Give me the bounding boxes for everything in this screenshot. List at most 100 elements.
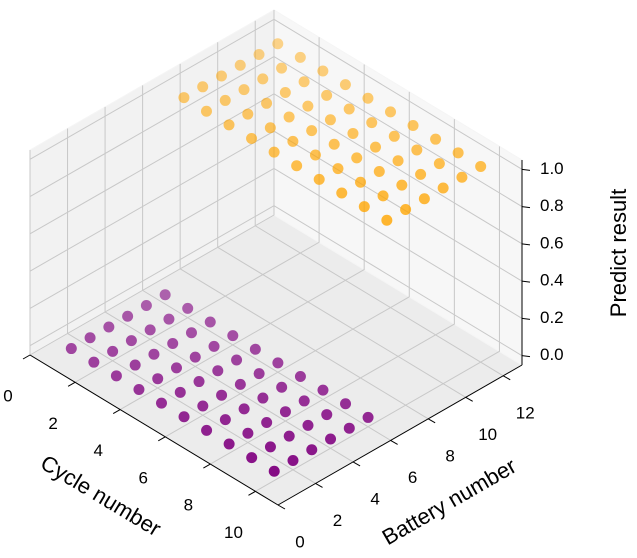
z-tick-label: 1.0	[540, 159, 564, 178]
grid-line	[67, 128, 316, 484]
point	[276, 381, 288, 393]
point	[287, 135, 299, 147]
z-tick-label: 0.8	[540, 196, 564, 215]
y-tick-label: 2	[333, 511, 342, 530]
y-tick-label: 6	[408, 468, 417, 487]
y-tick-label: 8	[445, 446, 454, 465]
x-tick-label: 6	[139, 468, 148, 487]
point	[223, 119, 235, 131]
grid-line	[119, 64, 365, 410]
grid-line	[142, 85, 391, 441]
point	[257, 392, 269, 404]
y-axis-label: Battery number	[378, 453, 521, 550]
x-tick	[203, 463, 211, 469]
grid-line	[217, 42, 466, 398]
point	[264, 441, 276, 453]
y-tick	[502, 375, 511, 381]
z-axis-label: Predict result	[606, 189, 631, 317]
y-tick-label: 12	[516, 403, 535, 422]
point	[279, 87, 291, 99]
point	[343, 103, 355, 115]
point	[242, 427, 254, 439]
z-tick-label: 0.2	[540, 308, 564, 327]
point	[234, 378, 246, 390]
point	[283, 111, 295, 123]
point	[200, 105, 212, 117]
z-tick	[521, 168, 531, 171]
grid-line	[104, 106, 354, 463]
y-tick-label: 0	[295, 532, 304, 551]
point	[298, 395, 310, 407]
point	[223, 438, 235, 450]
point	[159, 289, 171, 301]
point	[362, 411, 374, 423]
z-tick	[521, 355, 531, 358]
point	[340, 398, 352, 410]
point	[321, 89, 333, 101]
y-tick-label: 10	[478, 425, 497, 444]
point	[155, 397, 167, 409]
point	[411, 144, 423, 156]
point	[201, 424, 213, 436]
grid-line	[254, 20, 504, 377]
y-tick	[465, 396, 473, 402]
point	[366, 117, 378, 129]
point	[219, 414, 231, 426]
grid-line	[179, 63, 429, 420]
point	[242, 108, 254, 120]
point	[294, 371, 306, 383]
axis-line	[29, 354, 279, 506]
point	[373, 165, 385, 177]
point	[437, 182, 449, 194]
point	[122, 310, 134, 322]
z-tick-label: 0.0	[540, 345, 564, 364]
grid-line	[29, 93, 523, 245]
point	[103, 321, 115, 333]
point	[253, 368, 265, 380]
x-tick-label: 2	[48, 414, 57, 433]
point	[107, 345, 119, 357]
grid-line	[255, 146, 500, 492]
x-tick-label: 4	[93, 441, 102, 460]
point	[385, 106, 397, 118]
panes	[29, 9, 523, 506]
point	[261, 416, 273, 428]
axis-line	[277, 364, 523, 506]
point	[272, 38, 284, 50]
point	[392, 155, 404, 167]
point	[163, 313, 175, 325]
grid-line	[29, 18, 523, 170]
grid-line	[74, 37, 320, 383]
point	[430, 133, 442, 145]
grid-line	[29, 205, 523, 357]
point	[140, 299, 152, 311]
point	[276, 62, 288, 74]
point	[170, 362, 182, 374]
x-axis-label: Cycle number	[36, 450, 165, 541]
point	[324, 114, 336, 126]
point	[388, 130, 400, 142]
point	[302, 419, 314, 431]
z-tick	[521, 206, 531, 209]
z-tick	[521, 243, 531, 246]
grid-line	[165, 91, 410, 438]
point	[182, 302, 194, 314]
point	[283, 430, 295, 442]
point	[298, 76, 310, 88]
point	[377, 190, 389, 202]
point	[219, 94, 231, 106]
point	[433, 158, 445, 170]
point	[268, 146, 280, 158]
z-tick-label: 0.4	[540, 271, 564, 290]
point	[287, 455, 299, 467]
point	[129, 359, 141, 371]
point	[133, 383, 145, 395]
point	[294, 51, 306, 63]
point	[475, 160, 487, 172]
point	[125, 335, 137, 347]
point	[197, 81, 209, 93]
point	[261, 97, 273, 109]
point	[272, 357, 284, 369]
point	[216, 389, 228, 401]
point	[246, 452, 258, 464]
